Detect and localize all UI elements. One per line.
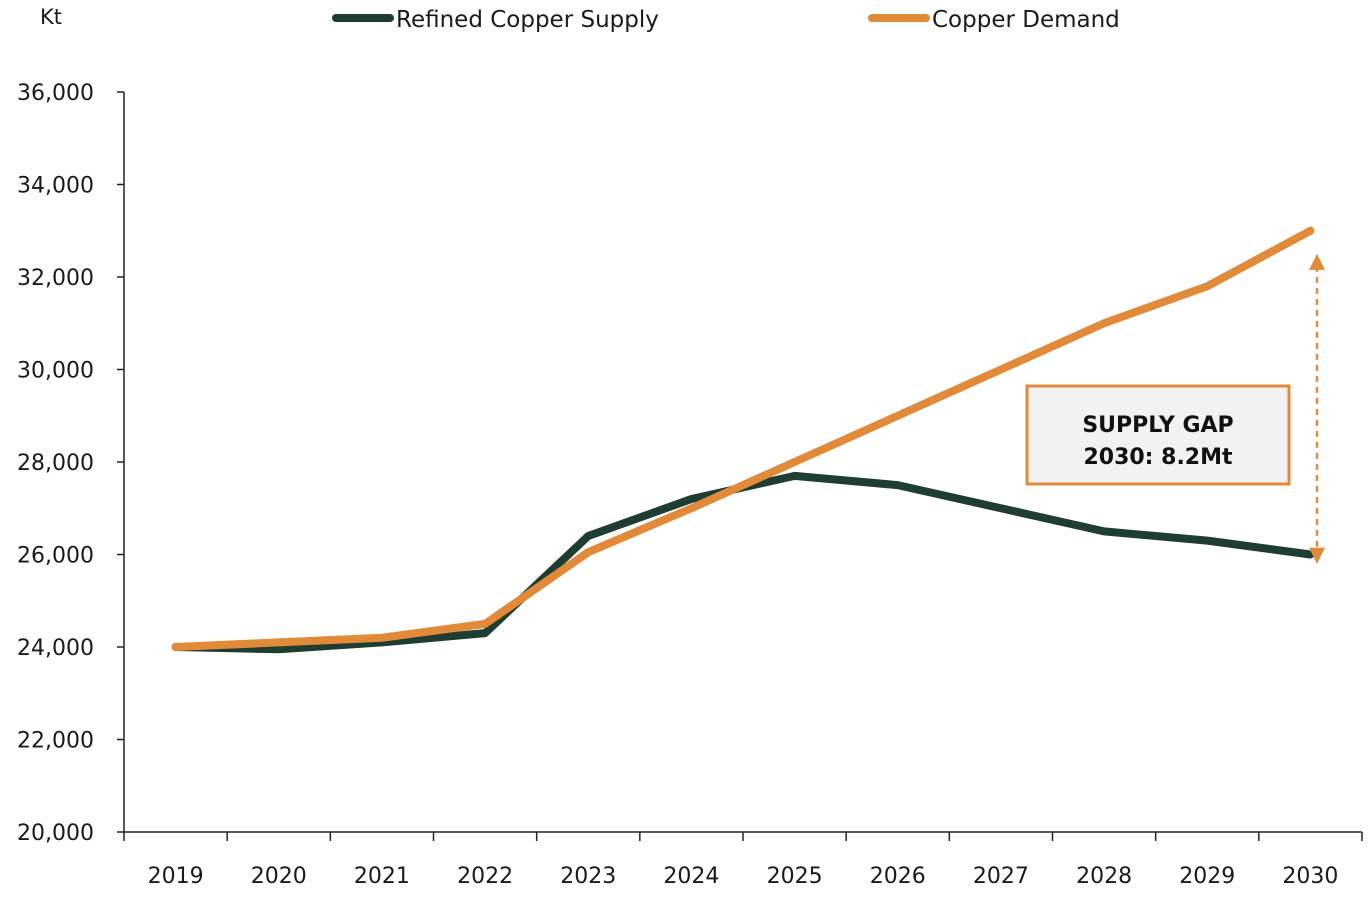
x-tick-label: 2020	[251, 864, 307, 889]
legend: Refined Copper Supply Copper Demand	[332, 7, 1120, 33]
axes: 20,000 22,000 24,000 26,000 28,000 30,000 32,0…	[17, 81, 1363, 889]
x-ticks: 2019 2020 2021 2022 2023 2024 2025 2026 2027 2028…	[123, 832, 1363, 889]
y-tick-label: 32,000	[17, 266, 94, 291]
y-unit-label: Kt	[40, 5, 62, 29]
legend-item-demand: Copper Demand	[868, 7, 1120, 33]
supply-gap-title: SUPPLY GAP	[1082, 413, 1233, 438]
supply-gap-box	[1025, 384, 1291, 486]
y-tick-label: 24,000	[17, 636, 94, 661]
x-tick-label: 2019	[148, 864, 204, 889]
supply-gap-annotation: SUPPLY GAP 2030: 8.2Mt	[1025, 253, 1325, 564]
y-tick-label: 20,000	[17, 821, 94, 846]
series-line-demand	[171, 226, 1315, 651]
x-tick-label: 2026	[870, 864, 926, 889]
y-tick-label: 34,000	[17, 174, 94, 199]
y-ticks: 20,000 22,000 24,000 26,000 28,000 30,000 32,0…	[17, 81, 124, 846]
legend-item-supply: Refined Copper Supply	[332, 7, 659, 33]
series-layer	[171, 226, 1315, 654]
x-tick-label: 2023	[560, 864, 616, 889]
x-tick-label: 2024	[663, 864, 719, 889]
series-line-supply	[171, 471, 1315, 654]
x-tick-label: 2028	[1076, 864, 1132, 889]
y-tick-label: 26,000	[17, 544, 94, 569]
y-tick-label: 22,000	[17, 729, 94, 754]
supply-gap-arrowhead-bottom	[1309, 547, 1325, 564]
x-tick-label: 2022	[457, 864, 513, 889]
x-tick-label: 2030	[1282, 864, 1338, 889]
legend-label-supply: Refined Copper Supply	[396, 7, 659, 33]
supply-gap-arrowhead-top	[1309, 253, 1325, 270]
x-tick-label: 2029	[1179, 864, 1235, 889]
y-tick-label: 28,000	[17, 451, 94, 476]
y-tick-label: 30,000	[17, 359, 94, 384]
legend-label-demand: Copper Demand	[932, 7, 1120, 33]
x-tick-label: 2021	[354, 864, 410, 889]
x-tick-label: 2025	[767, 864, 823, 889]
y-tick-label: 36,000	[17, 81, 94, 106]
supply-gap-value: 2030: 8.2Mt	[1083, 445, 1233, 470]
x-tick-label: 2027	[973, 864, 1029, 889]
